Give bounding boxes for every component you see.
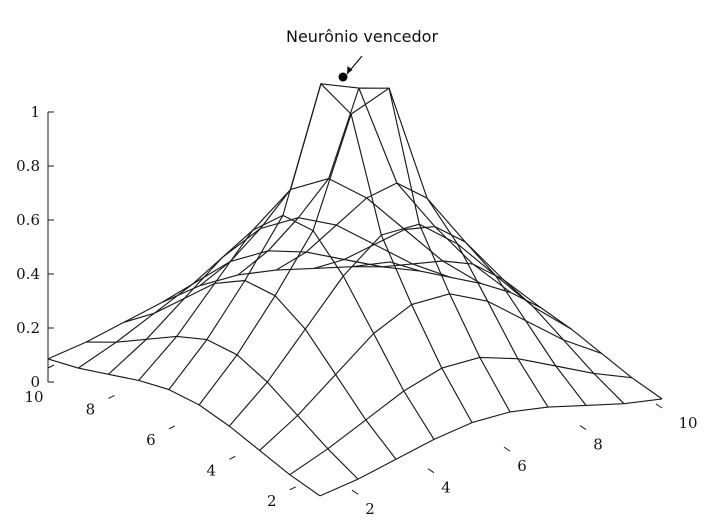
mesh-line-x-3: [123, 279, 397, 460]
y-tick-mark: [229, 455, 236, 460]
x-tick-mark: [579, 425, 587, 430]
mesh-line-y-5: [198, 87, 542, 406]
mesh-line-y-2: [289, 356, 632, 476]
surface-mesh: [47, 83, 663, 497]
x-tick-label: 8: [593, 436, 603, 454]
y-tick-mark: [289, 486, 297, 491]
mesh-line-x-7: [275, 182, 549, 408]
y-tick-label: 10: [24, 388, 43, 406]
mesh-line-x-1: [47, 358, 321, 497]
mesh-line-x-5: [199, 83, 473, 423]
arrow-head-icon: [347, 66, 353, 74]
mesh-line-x-9: [351, 260, 625, 405]
x-tick-label: 2: [365, 500, 375, 518]
mesh-line-y-6: [168, 83, 512, 390]
z-tick-label: 0.6: [16, 211, 40, 229]
winner-neuron-marker: [338, 72, 348, 82]
y-tick-label: 8: [86, 400, 96, 418]
y-tick-label: 6: [146, 431, 156, 449]
mesh-line-x-4: [161, 214, 435, 440]
y-axis-ticks: 2 4 6 8 10: [24, 364, 297, 510]
annotation: Neurônio vencedor: [286, 27, 438, 82]
x-tick-label: 10: [678, 414, 697, 432]
mesh-line-y-8: [108, 217, 451, 375]
mesh-line-y-4: [228, 223, 572, 427]
x-tick-label: 4: [441, 479, 451, 497]
x-tick-mark: [655, 403, 663, 409]
y-tick-mark: [108, 394, 115, 399]
mesh-line-y-7: [138, 178, 481, 381]
x-tick-label: 6: [517, 457, 527, 475]
x-tick-mark: [351, 489, 359, 495]
z-axis-ticks: 0 0.2 0.4 0.6 0.8 1: [16, 103, 54, 391]
mesh-line-y-9: [77, 250, 421, 369]
x-tick-mark: [427, 468, 435, 474]
y-tick-label: 4: [207, 461, 217, 479]
y-tick-label: 2: [267, 492, 277, 510]
z-tick-label: 1: [30, 103, 40, 121]
mesh-line-x-6: [237, 87, 511, 413]
annotation-label: Neurônio vencedor: [286, 27, 438, 46]
z-tick-label: 0: [30, 373, 40, 391]
y-tick-mark: [47, 364, 55, 369]
y-tick-mark: [168, 425, 176, 430]
mesh-line-y-3: [259, 293, 602, 451]
z-tick-label: 0.8: [16, 157, 40, 175]
mesh-line-x-10: [389, 261, 663, 400]
mesh-line-x-2: [85, 335, 359, 480]
x-tick-mark: [503, 446, 511, 452]
mesh-line-y-10: [47, 261, 391, 360]
mesh-line-y-1: [319, 398, 663, 497]
mesh-line-x-8: [313, 226, 587, 406]
x-axis-ticks: 2 4 6 8 10: [351, 403, 698, 518]
z-tick-label: 0.4: [16, 265, 40, 283]
z-tick-label: 0.2: [16, 319, 40, 337]
